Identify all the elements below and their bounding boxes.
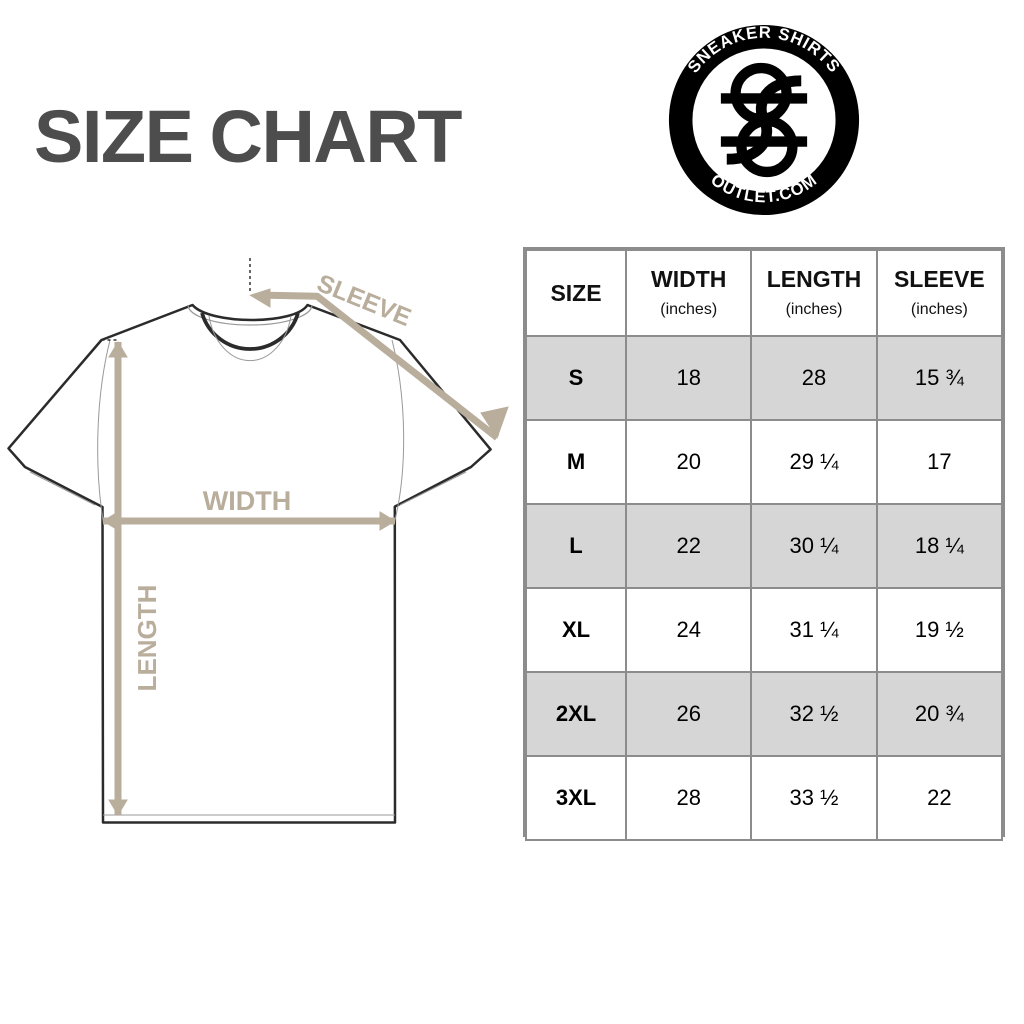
svg-text:WIDTH: WIDTH — [203, 486, 291, 516]
svg-text:LENGTH: LENGTH — [132, 585, 162, 692]
